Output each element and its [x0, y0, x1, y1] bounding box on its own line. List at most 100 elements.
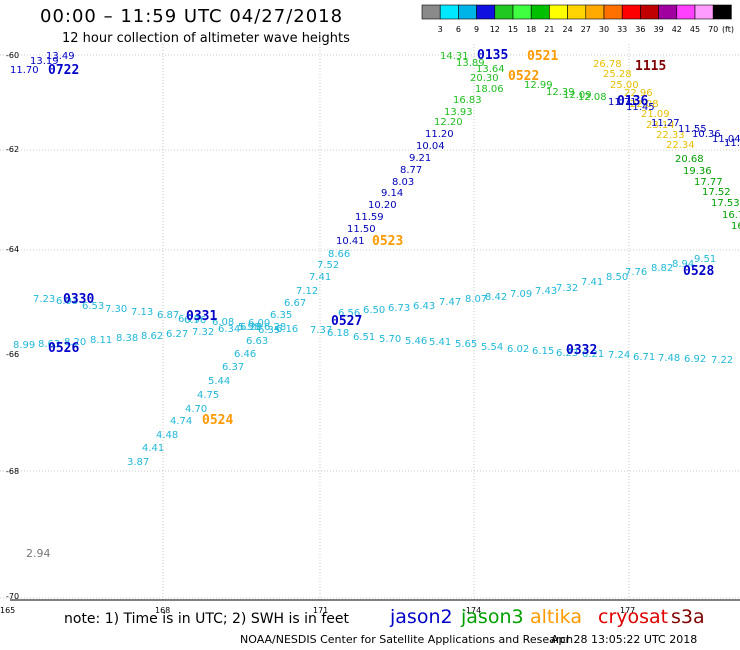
wave-height-value: 11.71: [608, 97, 637, 108]
wave-height-value: 8.99: [13, 340, 35, 351]
pass-time-label: 0528: [683, 264, 714, 279]
pass-time-label: 0330: [63, 292, 94, 307]
colorbar-tick: 39: [654, 25, 664, 34]
footer-date: Apr 28 13:05:22 UTC 2018: [551, 633, 698, 646]
wave-height-value: 5.44: [208, 376, 230, 387]
wave-height-value: 7.24: [608, 350, 630, 361]
wave-height-value: 5.70: [379, 334, 401, 345]
colorbar-swatch: [603, 4, 623, 20]
lon-label: -174: [463, 606, 481, 615]
wave-height-value: 8.38: [116, 333, 138, 344]
footer-note: note: 1) Time is in UTC; 2) SWH is in fe…: [64, 611, 350, 627]
wave-height-value: 6.96: [184, 315, 206, 326]
legend-s3a: s3a: [671, 606, 705, 628]
wave-height-value: 8.94: [672, 259, 694, 270]
colorbar-swatch: [658, 4, 678, 20]
colorbar-swatch: [621, 4, 641, 20]
wave-height-value: 16.83: [453, 95, 482, 106]
pass-time-label: 0722: [48, 63, 79, 78]
colorbar-swatch: [694, 4, 714, 20]
colorbar-swatch: [585, 4, 605, 20]
colorbar-swatch: [421, 4, 441, 20]
wave-height-value: 8.77: [400, 165, 422, 176]
wave-height-value: 5.54: [481, 342, 503, 353]
colorbar-unit: (ft): [722, 25, 734, 34]
wave-height-value: 7.52: [317, 260, 339, 271]
wave-height-value: 7.09: [510, 289, 532, 300]
axis-labels: -60 -62 -64 -66 -68 -70 165 168 171 -174 177: [0, 51, 635, 615]
wave-height-value: 7.76: [625, 267, 647, 278]
wave-height-value: 7.43: [535, 286, 557, 297]
wave-height-value: 7.41: [581, 277, 603, 288]
lat-label: -68: [6, 467, 19, 476]
lon-label: 171: [313, 606, 328, 615]
colorbar-swatch: [439, 4, 459, 20]
wave-height-value: 7.12: [296, 286, 318, 297]
wave-height-value: 4.41: [142, 443, 164, 454]
wave-height-value: 17.53: [711, 198, 740, 209]
wave-height-value: 6.87: [157, 310, 179, 321]
colorbar-tick: 33: [617, 25, 627, 34]
lon-label: 177: [620, 606, 635, 615]
wave-height-value: 10.20: [368, 200, 397, 211]
wave-height-value: 12.39: [546, 87, 575, 98]
wave-height-value: 22.96: [624, 88, 653, 99]
pass-time-label: 0527: [331, 314, 362, 329]
colorbar-tick: 36: [635, 25, 645, 34]
wave-height-value: 6.28: [240, 322, 262, 333]
colorbar-tick: 21: [544, 25, 554, 34]
wave-height-value: 8.20: [64, 337, 86, 348]
wave-height-value: 6.16: [276, 324, 298, 335]
wave-height-value: 7.32: [192, 327, 214, 338]
map-title: 00:00 – 11:59 UTC 04/27/2018: [40, 6, 344, 27]
wave-height-value: 13.89: [456, 58, 485, 69]
pass-time-label: 0524: [202, 413, 233, 428]
wave-height-value: 6.23: [556, 348, 578, 359]
lon-label: 165: [0, 606, 15, 615]
wave-height-value: 12.09: [563, 90, 592, 101]
colorbar-swatch: [640, 4, 659, 20]
wave-height-value: 16.24: [731, 221, 740, 232]
colorbar-tick: 18: [526, 25, 536, 34]
wave-height-value: 12.08: [578, 92, 607, 103]
wave-height-value: 23.14: [646, 120, 675, 131]
wave-height-value: 6.27: [166, 329, 188, 340]
colorbar-tick: 70: [708, 25, 718, 34]
pass-time-label: 0523: [372, 234, 403, 249]
wave-height-value: 7.32: [556, 283, 578, 294]
wave-height-value: 6.67: [284, 298, 306, 309]
colorbar-legend: 3 6 9 12 15 18 21 24 27 30 33 36 39 42 45 70 (ft): [421, 4, 734, 34]
wave-height-value: 6.51: [353, 332, 375, 343]
colorbar-swatch: [712, 4, 732, 20]
wave-height-value: 6.21: [582, 349, 604, 360]
wave-height-value: 8.11: [90, 335, 112, 346]
colorbar-tick: 30: [599, 25, 609, 34]
wave-height-value: 17.77: [694, 177, 723, 188]
wave-height-value: 7.48: [658, 353, 680, 364]
wave-height-value: 6.71: [633, 352, 655, 363]
wave-height-value: 11.27: [651, 118, 680, 129]
wave-height-value: 6.18: [327, 328, 349, 339]
wave-height-value: 6.37: [222, 362, 244, 373]
footer-credit: NOAA/NESDIS Center for Satellite Applica…: [240, 633, 574, 646]
wave-height-value: 6.02: [507, 344, 529, 355]
colorbar-tick: 3: [438, 25, 443, 34]
wave-height-value: 5.98: [238, 322, 260, 333]
wave-height-value: 8.66: [328, 249, 350, 260]
wave-height-value: 11.18: [724, 138, 740, 149]
wave-height-value: 6.15: [532, 346, 554, 357]
wave-height-value: 18.06: [475, 84, 504, 95]
colorbar-swatch: [494, 4, 514, 20]
wave-height-value: 13.49: [46, 51, 75, 62]
wave-height-value: 11.70: [10, 65, 39, 76]
wave-height-value: 4.74: [170, 416, 192, 427]
wave-height-value: 7.23: [33, 294, 55, 305]
wave-height-value: 4.48: [156, 430, 178, 441]
lon-label: 168: [155, 606, 170, 615]
wave-height-value: 5.65: [455, 339, 477, 350]
wave-height-value: 8.63: [38, 339, 60, 350]
wave-height-value: 6.50: [363, 305, 385, 316]
wave-height-value: 9.21: [409, 153, 431, 164]
wave-height-value: 7.41: [309, 272, 331, 283]
